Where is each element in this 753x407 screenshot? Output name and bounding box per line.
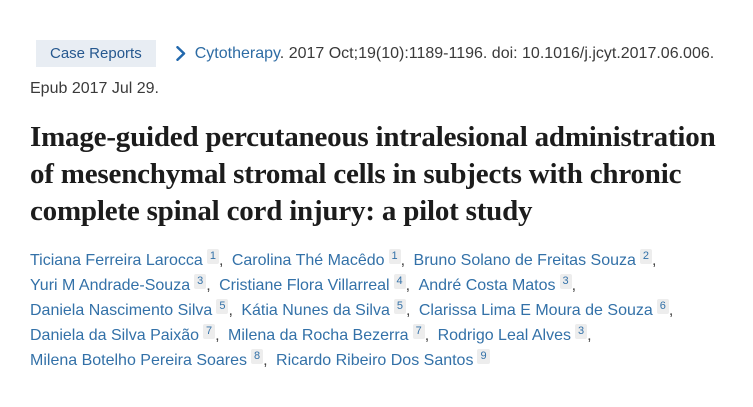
author-link[interactable]: Rodrigo Leal Alves xyxy=(437,327,571,344)
article-title: Image-guided percutaneous intralesional … xyxy=(30,121,716,227)
author-link[interactable]: Kátia Nunes da Silva xyxy=(241,302,390,319)
author-separator: , xyxy=(571,277,577,294)
author-separator: , xyxy=(218,252,228,269)
affiliation-superscript[interactable]: 5 xyxy=(216,299,229,314)
citation-line: Cytotherapy. 2017 Oct;19(10):1189-1196. … xyxy=(195,45,714,63)
affiliation-superscript[interactable]: 1 xyxy=(206,249,219,264)
author-link[interactable]: Ticiana Ferreira Larocca xyxy=(30,252,203,269)
affiliation-superscript[interactable]: 3 xyxy=(575,324,588,339)
author-line: Milena Botelho Pereira Soares 8, Ricardo … xyxy=(30,348,723,373)
affiliation-superscript[interactable]: 1 xyxy=(388,249,401,264)
author-separator: , xyxy=(424,327,434,344)
citation-text: . 2017 Oct;19(10):1189-1196. doi: 10.101… xyxy=(279,44,715,62)
author-link[interactable]: Milena Botelho Pereira Soares xyxy=(30,352,248,369)
author-link[interactable]: André Costa Matos xyxy=(418,277,556,294)
author-line: Yuri M Andrade-Souza 3, Cristiane Flora V… xyxy=(30,273,723,298)
author-separator: , xyxy=(263,352,273,369)
author-link[interactable]: Cristiane Flora Villarreal xyxy=(219,277,390,294)
affiliation-superscript[interactable]: 7 xyxy=(412,324,425,339)
epub-date: Epub 2017 Jul 29. xyxy=(30,80,159,97)
author-link[interactable]: Yuri M Andrade-Souza xyxy=(30,277,191,294)
author-separator: , xyxy=(400,252,410,269)
affiliation-superscript[interactable]: 3 xyxy=(194,274,207,289)
affiliation-superscript[interactable]: 4 xyxy=(393,274,406,289)
author-line: Daniela Nascimento Silva 5, Kátia Nunes d… xyxy=(30,298,723,323)
journal-link[interactable]: Cytotherapy xyxy=(194,44,280,62)
affiliation-superscript[interactable]: 9 xyxy=(477,349,490,364)
author-separator: , xyxy=(215,327,225,344)
affiliation-superscript[interactable]: 2 xyxy=(639,249,653,264)
author-separator: , xyxy=(405,302,415,319)
author-separator: , xyxy=(228,302,238,319)
author-link[interactable]: Daniela Nascimento Silva xyxy=(30,302,213,319)
citation-row: Case Reports Cytotherapy. 2017 Oct;19(10… xyxy=(30,40,723,67)
author-link[interactable]: Clarissa Lima E Moura de Souza xyxy=(418,302,653,319)
author-link[interactable]: Daniela da Silva Paixão xyxy=(30,327,199,344)
affiliation-superscript[interactable]: 8 xyxy=(251,349,264,364)
author-link[interactable]: Bruno Solano de Freitas Souza xyxy=(413,252,636,269)
author-link[interactable]: Ricardo Ribeiro Dos Santos xyxy=(276,352,474,369)
author-separator: , xyxy=(587,327,592,344)
article-header-page: Case Reports Cytotherapy. 2017 Oct;19(10… xyxy=(30,40,723,373)
author-separator: , xyxy=(206,277,216,294)
affiliation-superscript[interactable]: 3 xyxy=(559,274,572,289)
author-link[interactable]: Carolina Thé Macêdo xyxy=(231,252,385,269)
affiliation-superscript[interactable]: 6 xyxy=(656,299,669,314)
author-line: Daniela da Silva Paixão 7, Milena da Roch… xyxy=(30,323,723,348)
affiliation-superscript[interactable]: 5 xyxy=(393,299,406,314)
author-link[interactable]: Milena da Rocha Bezerra xyxy=(228,327,409,344)
author-list: Ticiana Ferreira Larocca 1, Carolina Thé … xyxy=(30,248,723,373)
publication-type-badge: Case Reports xyxy=(36,40,156,67)
chevron-right-icon xyxy=(175,46,186,61)
author-line: Ticiana Ferreira Larocca 1, Carolina Thé … xyxy=(30,248,723,273)
author-separator: , xyxy=(652,252,657,269)
author-separator: , xyxy=(405,277,415,294)
author-separator: , xyxy=(668,302,674,319)
affiliation-superscript[interactable]: 7 xyxy=(203,324,216,339)
